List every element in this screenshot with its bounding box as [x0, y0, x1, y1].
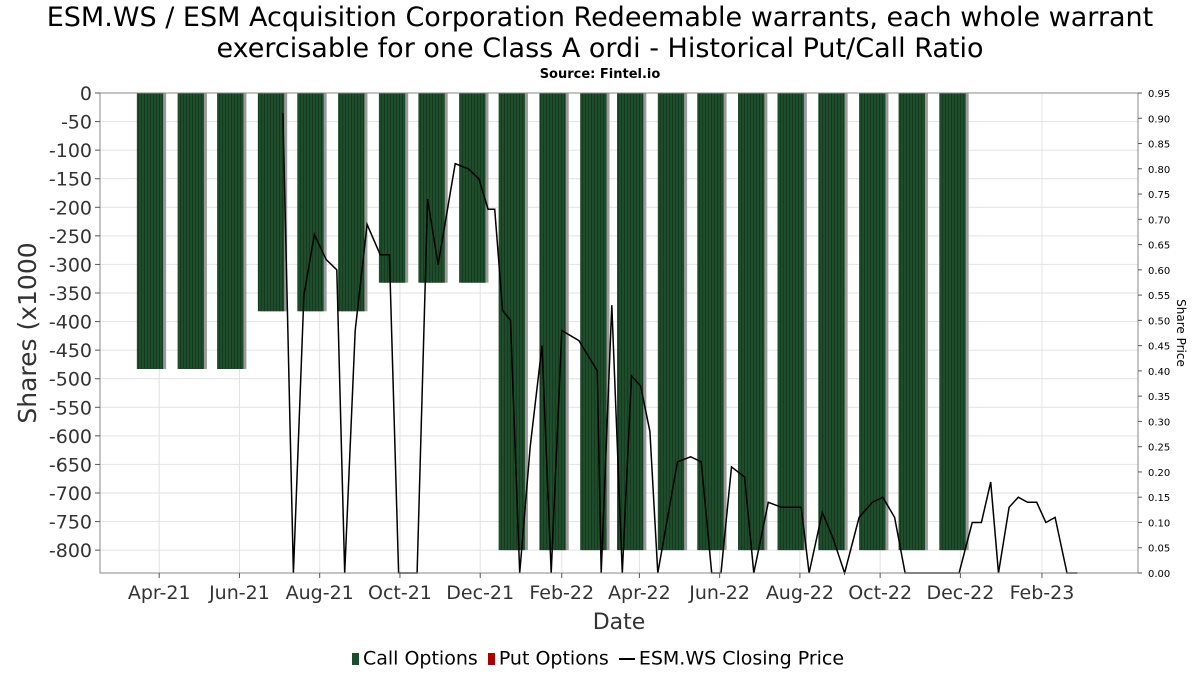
x-tick-label: Apr-21 — [128, 582, 191, 604]
call-bar — [136, 93, 164, 369]
chart-title-line-1: ESM.WS / ESM Acquisition Corporation Red… — [46, 2, 1154, 33]
call-bar — [498, 93, 525, 551]
legend-put-label: Put Options — [498, 647, 609, 670]
y2-tick-label: 0.20 — [1148, 468, 1170, 479]
call-bar — [697, 93, 724, 551]
y2-tick-label: 0.75 — [1148, 190, 1170, 201]
y-tick-label: -50 — [61, 112, 92, 134]
call-bar — [738, 93, 765, 551]
call-bar — [539, 93, 566, 551]
call-bar — [859, 93, 886, 551]
x-tick-label: Feb-23 — [1010, 582, 1075, 604]
y-tick-label: -300 — [49, 254, 92, 276]
y2-tick-label: 0.55 — [1148, 291, 1170, 302]
y2-tick-label: 0.05 — [1148, 544, 1170, 555]
y2-tick-label: 0.40 — [1148, 367, 1170, 378]
y2-tick-label: 0.30 — [1148, 417, 1170, 428]
call-bars — [136, 93, 969, 551]
y-axis-right: 0.95 0.90 0.85 0.80 0.75 0.70 0.65 0.60 0.55 0.50… — [1138, 89, 1170, 580]
y2-tick-label: 0.15 — [1148, 493, 1170, 504]
y-axis-left: 0 -50 -100 -150 -200 -250 -300 -350 -400 -450 -500… — [49, 83, 100, 562]
y-tick-label: -450 — [49, 340, 92, 362]
call-bar — [338, 93, 365, 312]
call-bar — [580, 93, 607, 551]
y2-tick-label: 0.85 — [1148, 140, 1170, 151]
chart-title: ESM.WS / ESM Acquisition Corporation Red… — [0, 2, 1200, 64]
call-bar — [297, 93, 324, 312]
y2-tick-label: 0.50 — [1148, 316, 1170, 327]
call-bar — [657, 93, 685, 551]
y2-tick-label: 0.80 — [1148, 165, 1170, 176]
chart-source: Source: Fintel.io — [539, 67, 661, 82]
y-tick-label: -250 — [49, 226, 92, 248]
y-tick-label: -500 — [49, 369, 92, 391]
y-tick-label: -750 — [49, 512, 92, 534]
y2-tick-label: 0.10 — [1148, 518, 1170, 529]
y-tick-label: -700 — [49, 483, 92, 505]
y2-tick-label: 0.95 — [1148, 89, 1170, 100]
call-bar — [777, 93, 804, 551]
legend-price-swatch — [618, 657, 635, 660]
x-tick-label: Dec-22 — [926, 582, 994, 604]
legend-put-swatch — [487, 652, 495, 665]
chart-title-line-2: exercisable for one Class A ordi - Histo… — [216, 33, 984, 64]
call-bar — [257, 93, 285, 312]
x-tick-label: Aug-22 — [766, 582, 834, 604]
y2-tick-label: 0.00 — [1148, 569, 1170, 580]
legend-call-swatch — [351, 652, 359, 665]
y-axis-title: Shares (x1000 — [13, 242, 42, 423]
x-tick-label: Feb-22 — [529, 582, 594, 604]
y-tick-label: -200 — [49, 197, 92, 219]
x-tick-label: Apr-22 — [608, 582, 671, 604]
call-bar — [177, 93, 204, 369]
legend: Call Options Put Options ESM.WS Closing … — [0, 647, 1200, 670]
x-tick-label: Dec-21 — [446, 582, 514, 604]
legend-put: Put Options — [487, 647, 609, 670]
x-tick-label: Oct-22 — [848, 582, 912, 604]
y-tick-label: -550 — [49, 397, 92, 419]
plot-frame — [99, 92, 1139, 574]
legend-price-label: ESM.WS Closing Price — [638, 647, 845, 670]
y2-tick-label: 0.60 — [1148, 266, 1170, 277]
call-bar — [418, 93, 445, 283]
y-tick-label: -150 — [49, 169, 92, 191]
call-bar — [217, 93, 244, 369]
y2-tick-label: 0.70 — [1148, 215, 1170, 226]
x-tick-label: Jun-21 — [208, 582, 270, 604]
call-bar — [378, 93, 406, 283]
y-tick-label: -350 — [49, 283, 92, 305]
y-tick-label: -600 — [49, 426, 92, 448]
x-tick-label: Aug-21 — [286, 582, 354, 604]
y2-axis-title: Share Price — [1174, 299, 1188, 367]
y-tick-label: 0 — [80, 83, 92, 105]
y-tick-label: -800 — [49, 540, 92, 562]
call-bar — [818, 93, 845, 551]
call-bar — [617, 93, 644, 551]
legend-call-label: Call Options — [362, 647, 478, 670]
y-tick-label: -650 — [49, 454, 92, 476]
x-axis: Apr-21 Jun-21 Aug-21 Oct-21 Dec-21 Feb-22 Apr-… — [128, 573, 1074, 604]
x-axis-title: Date — [593, 610, 646, 635]
y-tick-label: -100 — [49, 140, 92, 162]
x-tick-label: Jun-22 — [688, 582, 750, 604]
y-tick-label: -400 — [49, 312, 92, 334]
call-bar — [939, 93, 966, 551]
y2-tick-label: 0.25 — [1148, 443, 1170, 454]
x-tick-label: Oct-21 — [368, 582, 432, 604]
legend-call: Call Options — [351, 647, 478, 670]
legend-price: ESM.WS Closing Price — [618, 647, 845, 670]
y2-tick-label: 0.90 — [1148, 114, 1170, 125]
y2-tick-label: 0.65 — [1148, 241, 1170, 252]
call-bar — [898, 93, 925, 551]
y2-tick-label: 0.35 — [1148, 392, 1170, 403]
y2-tick-label: 0.45 — [1148, 342, 1170, 353]
